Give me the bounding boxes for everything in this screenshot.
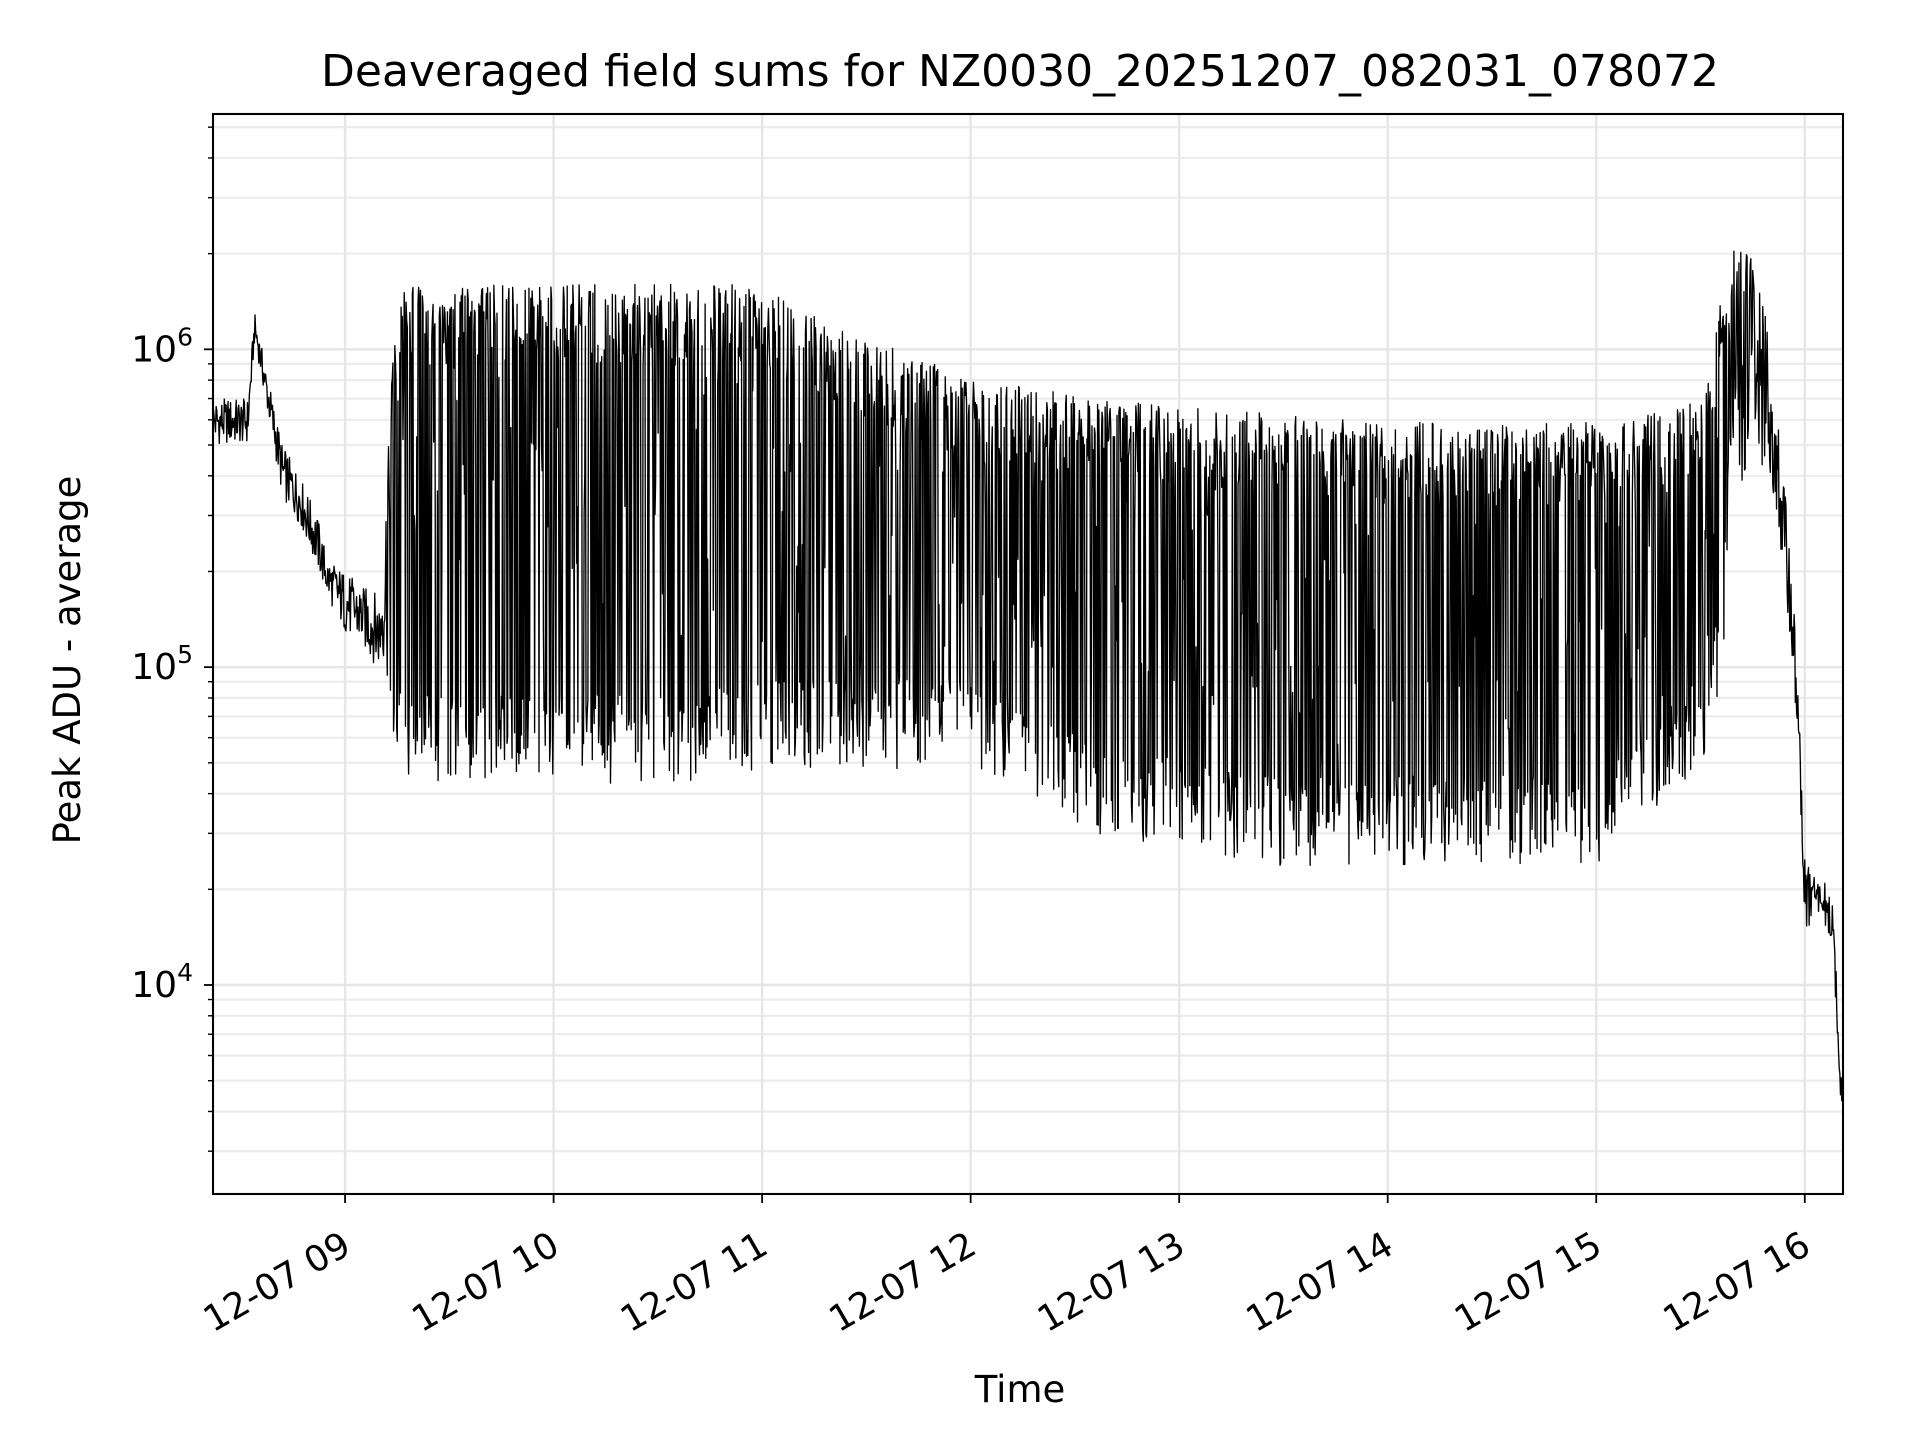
series-line xyxy=(212,250,1844,1102)
x-axis-label: Time xyxy=(974,1368,1066,1411)
chart-title: Deaveraged field sums for NZ0030_2025120… xyxy=(321,46,1719,97)
y-tick-exponent-1: 5 xyxy=(177,640,193,669)
series-layer xyxy=(212,250,1844,1102)
y-tick-exponent-0: 4 xyxy=(177,958,193,987)
y-tick-label-2: 106 xyxy=(131,322,193,370)
y-tick-base-1: 10 xyxy=(131,647,177,688)
y-tick-label-1: 105 xyxy=(131,640,193,688)
plot-frame xyxy=(211,112,1845,1196)
y-tick-base-0: 10 xyxy=(131,965,177,1006)
y-tick-exponent-2: 6 xyxy=(177,322,193,351)
y-tick-base-2: 10 xyxy=(131,329,177,370)
y-axis-label: Peak ADU - average xyxy=(46,476,89,845)
y-tick-label-0: 104 xyxy=(131,958,193,1006)
